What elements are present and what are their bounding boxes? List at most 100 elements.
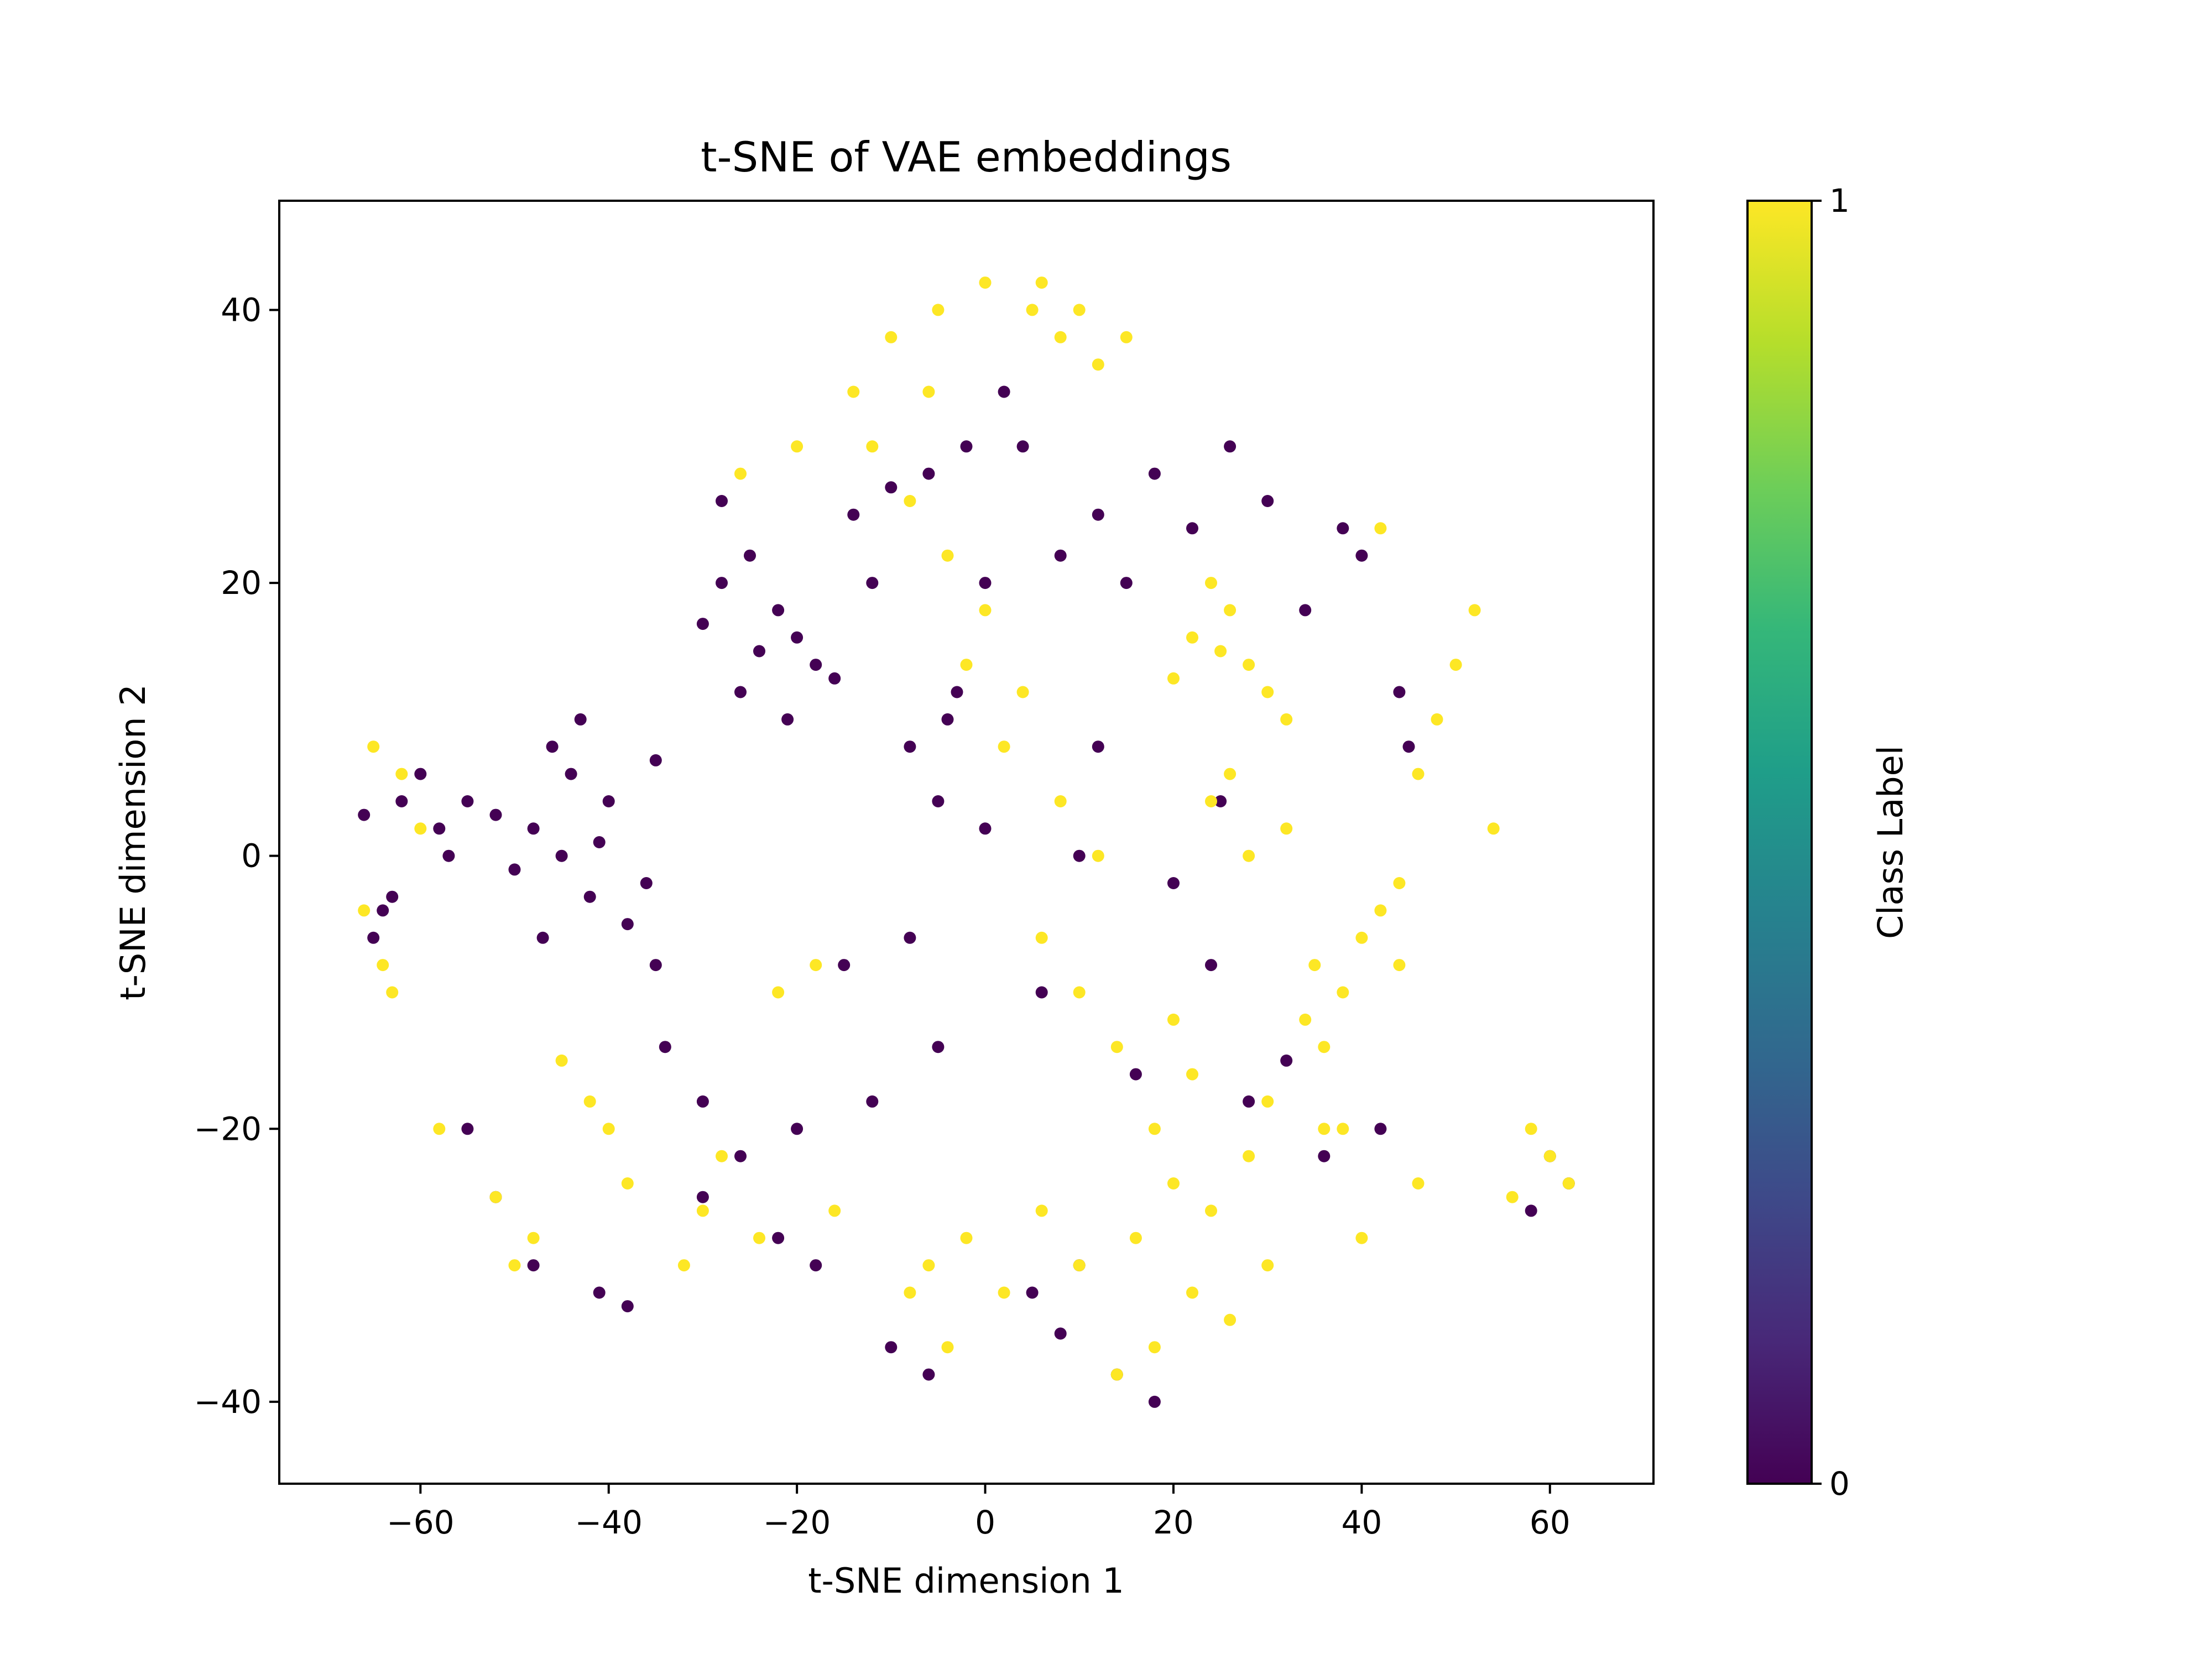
point-class-1: [1412, 768, 1425, 780]
point-class-1: [677, 1259, 690, 1272]
point-class-1: [1449, 659, 1462, 671]
point-class-1: [358, 904, 371, 917]
point-class-0: [1035, 986, 1048, 999]
point-class-0: [772, 1232, 785, 1244]
point-class-1: [1487, 822, 1500, 835]
point-class-1: [1308, 959, 1321, 972]
y-tick-label: 0: [241, 837, 262, 875]
point-class-1: [1148, 1341, 1161, 1354]
point-class-1: [1337, 1123, 1349, 1135]
point-class-1: [1543, 1150, 1556, 1162]
point-class-1: [1026, 304, 1039, 316]
point-class-0: [696, 1095, 709, 1108]
point-class-1: [1318, 1123, 1331, 1135]
point-class-1: [716, 1150, 728, 1162]
point-class-1: [734, 467, 747, 480]
point-class-1: [1186, 1068, 1198, 1081]
point-class-1: [753, 1232, 765, 1244]
point-class-0: [1054, 1327, 1067, 1340]
point-class-1: [1412, 1177, 1425, 1190]
point-class-0: [866, 577, 879, 589]
point-class-0: [1026, 1286, 1039, 1299]
point-class-1: [885, 331, 898, 343]
point-class-1: [395, 768, 408, 780]
point-class-0: [649, 754, 662, 766]
point-class-1: [932, 304, 945, 316]
point-class-1: [1110, 1368, 1123, 1381]
point-class-1: [1261, 1259, 1274, 1272]
point-class-0: [508, 863, 521, 876]
colorbar-label: Class Label: [1870, 745, 1911, 939]
point-class-0: [1205, 959, 1217, 972]
point-class-0: [386, 890, 399, 903]
point-class-0: [1393, 686, 1406, 698]
point-class-1: [1506, 1191, 1519, 1203]
point-class-1: [1562, 1177, 1575, 1190]
point-class-1: [1337, 986, 1349, 999]
point-class-0: [941, 713, 954, 726]
point-class-0: [1129, 1068, 1142, 1081]
y-tick-label: −40: [194, 1383, 262, 1421]
x-tick-label: −40: [575, 1504, 643, 1541]
point-class-0: [621, 1300, 634, 1313]
point-class-0: [1054, 549, 1067, 562]
point-class-1: [1129, 1232, 1142, 1244]
point-class-1: [414, 822, 427, 835]
point-class-0: [1355, 549, 1368, 562]
point-class-0: [772, 604, 785, 617]
x-tick-label: 0: [975, 1504, 995, 1541]
point-class-1: [1035, 931, 1048, 944]
y-tick-label: 40: [221, 291, 262, 328]
point-class-0: [951, 686, 963, 698]
point-class-0: [922, 1368, 935, 1381]
point-class-1: [696, 1204, 709, 1217]
point-class-0: [716, 577, 728, 589]
point-class-0: [1243, 1095, 1255, 1108]
point-class-0: [734, 1150, 747, 1162]
x-tick-label: 40: [1341, 1504, 1382, 1541]
point-class-0: [1280, 1054, 1293, 1067]
point-class-1: [979, 276, 992, 289]
point-class-1: [1355, 1232, 1368, 1244]
x-tick-label: 60: [1530, 1504, 1571, 1541]
x-axis-label: t-SNE dimension 1: [808, 1561, 1124, 1601]
point-class-0: [904, 931, 916, 944]
point-class-1: [1224, 1313, 1237, 1326]
point-class-1: [621, 1177, 634, 1190]
point-class-1: [1205, 577, 1217, 589]
point-class-0: [574, 713, 587, 726]
point-class-1: [1110, 1041, 1123, 1053]
point-class-0: [979, 822, 992, 835]
point-class-1: [904, 495, 916, 507]
point-class-1: [941, 1341, 954, 1354]
point-class-0: [1167, 877, 1180, 889]
point-class-1: [1318, 1041, 1331, 1053]
point-class-1: [377, 959, 389, 972]
point-class-1: [1016, 686, 1029, 698]
point-class-0: [847, 508, 860, 521]
x-axis-ticks: −60 −40 −20 0 20 40 60: [387, 1484, 1571, 1541]
point-class-0: [649, 959, 662, 972]
point-class-1: [772, 986, 785, 999]
point-class-0: [1073, 849, 1086, 862]
point-class-1: [828, 1204, 841, 1217]
point-class-1: [1205, 795, 1217, 807]
point-class-0: [791, 631, 804, 644]
point-class-1: [922, 385, 935, 398]
point-class-1: [810, 959, 822, 972]
point-class-0: [885, 1341, 898, 1354]
point-class-0: [753, 645, 765, 658]
chart-title: t-SNE of VAE embeddings: [701, 133, 1232, 181]
point-class-1: [489, 1191, 502, 1203]
point-class-1: [941, 549, 954, 562]
point-class-0: [1402, 740, 1415, 753]
point-class-1: [1167, 672, 1180, 685]
point-class-1: [1167, 1013, 1180, 1026]
point-class-1: [1073, 304, 1086, 316]
point-class-0: [527, 822, 540, 835]
point-class-0: [1318, 1150, 1331, 1162]
point-class-1: [791, 440, 804, 453]
point-class-1: [386, 986, 399, 999]
point-class-0: [932, 795, 945, 807]
point-class-1: [1243, 1150, 1255, 1162]
